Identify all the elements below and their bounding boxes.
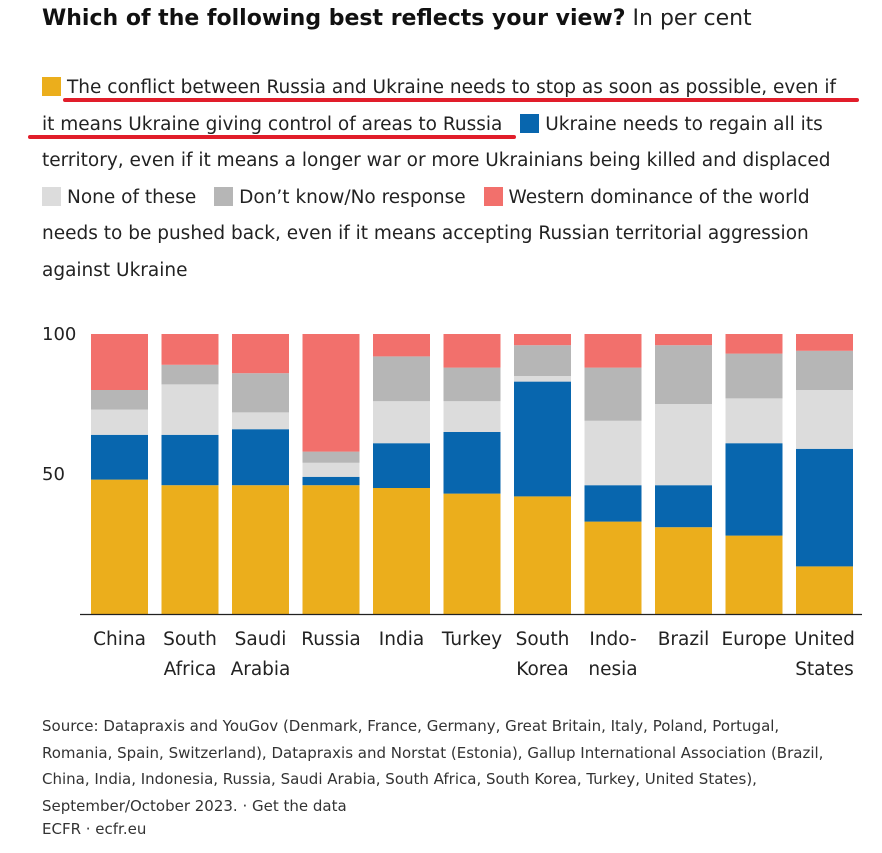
bar-segment-russia-s4 xyxy=(302,334,360,452)
bar-segment-china-s4 xyxy=(91,334,148,390)
bar-segment-europe-s3 xyxy=(725,353,783,399)
bar-segment-united-states-s3 xyxy=(796,350,853,390)
bar-segment-saudi-arabia-s3 xyxy=(232,373,289,413)
legend-swatch-stop-conflict xyxy=(42,77,61,96)
bar-segment-india-s4 xyxy=(373,334,430,357)
bar-segment-brazil-s4 xyxy=(655,334,712,346)
y-tick-label: 50 xyxy=(42,464,65,485)
bar-segment-brazil-s2 xyxy=(655,404,712,486)
bar-segment-turkey-s2 xyxy=(443,401,501,432)
bar-segment-brazil-s0 xyxy=(655,527,712,614)
chart-title: Which of the following best reflects you… xyxy=(42,6,626,31)
bar-segment-russia-s1 xyxy=(302,476,360,486)
bar-segment-brazil-s3 xyxy=(655,345,712,404)
bar-segment-turkey-s0 xyxy=(443,493,501,614)
bar-segment-united-states-s1 xyxy=(796,448,853,567)
bar-segment-india-s3 xyxy=(373,356,430,402)
bar-segment-south-africa-s2 xyxy=(161,384,219,435)
x-tick-label: United xyxy=(794,629,855,650)
bar-segment-south-africa-s0 xyxy=(161,485,219,614)
bar-segment-china-s2 xyxy=(91,409,148,435)
bar-segment-europe-s2 xyxy=(725,398,783,444)
x-tick-label: Brazil xyxy=(658,629,710,650)
legend-label-none: None of these xyxy=(67,186,197,208)
annotation-underline-1 xyxy=(63,98,859,102)
bar-segment-china-s3 xyxy=(91,390,148,410)
bar-segment-india-s1 xyxy=(373,443,430,488)
x-tick-label: Russia xyxy=(301,629,361,650)
bar-segment-indo-nesia-s1 xyxy=(584,485,642,522)
bar-segment-south-korea-s4 xyxy=(514,334,571,346)
bar-segment-russia-s0 xyxy=(302,485,360,614)
legend-swatch-dont-know xyxy=(214,186,234,206)
x-tick-label: States xyxy=(795,659,854,680)
bar-segment-south-korea-s1 xyxy=(514,381,571,497)
bar-segment-south-africa-s3 xyxy=(161,364,219,385)
legend-swatch-none xyxy=(42,186,61,206)
legend-item-none: None of these xyxy=(42,186,197,208)
bar-segment-china-s1 xyxy=(91,434,148,480)
legend-item-western-dominance: Western dominance of the world needs to … xyxy=(42,186,810,281)
bar-segment-saudi-arabia-s0 xyxy=(232,485,289,614)
bar-segment-south-korea-s0 xyxy=(514,496,571,614)
source-note: Source: Datapraxis and YouGov (Denmark, … xyxy=(42,717,824,815)
bar-segment-europe-s0 xyxy=(725,535,783,614)
x-tick-label: nesia xyxy=(588,659,637,680)
legend-swatch-western-dominance xyxy=(483,186,503,206)
legend-item-stop-conflict: The conflict between Russia and Ukraine … xyxy=(42,77,836,135)
legend-label-regain-territory: Ukraine needs to regain all its territor… xyxy=(42,113,831,172)
x-tick-label: Saudi xyxy=(235,629,287,650)
legend-label-western-dominance: Western dominance of the world needs to … xyxy=(42,186,810,281)
x-tick-label: Turkey xyxy=(441,629,502,650)
x-tick-label: China xyxy=(93,629,146,650)
y-tick-label: 100 xyxy=(42,324,76,345)
bar-segment-brazil-s1 xyxy=(655,485,712,528)
x-tick-label: South xyxy=(516,629,570,650)
bar-segment-indo-nesia-s0 xyxy=(584,521,642,614)
bar-segment-russia-s3 xyxy=(302,451,360,463)
bar-segment-indo-nesia-s2 xyxy=(584,420,642,486)
x-tick-label: South xyxy=(163,629,217,650)
legend-item-regain-territory: Ukraine needs to regain all its territor… xyxy=(42,113,831,172)
bar-segment-united-states-s2 xyxy=(796,390,853,449)
bar-segment-turkey-s3 xyxy=(443,367,501,402)
x-tick-label: Europe xyxy=(721,629,786,650)
bar-segment-turkey-s4 xyxy=(443,334,501,368)
bar-segment-europe-s4 xyxy=(725,334,783,354)
bar-segment-south-korea-s2 xyxy=(514,376,571,382)
legend: The conflict between Russia and Ukraine … xyxy=(42,70,842,289)
bar-segment-europe-s1 xyxy=(725,443,783,536)
bar-segment-russia-s2 xyxy=(302,462,360,477)
bar-segment-turkey-s1 xyxy=(443,432,501,494)
legend-swatch-regain-territory xyxy=(520,113,540,133)
bar-segment-south-africa-s1 xyxy=(161,434,219,486)
credit: ECFR · ecfr.eu xyxy=(42,820,147,838)
x-tick-label: Arabia xyxy=(231,659,291,680)
x-tick-label: Korea xyxy=(516,659,568,680)
bar-segment-indo-nesia-s4 xyxy=(584,334,642,368)
stacked-bar-chart: 100 50 China South Africa Saudi Arabia Russia In… xyxy=(42,324,862,680)
x-tick-label: Indo- xyxy=(589,629,636,650)
bar-segment-indo-nesia-s3 xyxy=(584,367,642,421)
bar-segment-united-states-s0 xyxy=(796,566,853,614)
bar-segment-united-states-s4 xyxy=(796,334,853,351)
legend-item-dont-know: Don’t know/No response xyxy=(202,186,466,208)
legend-label-stop-conflict: The conflict between Russia and Ukraine … xyxy=(42,77,836,135)
legend-label-dont-know: Don’t know/No response xyxy=(239,186,466,208)
x-tick-label: Africa xyxy=(164,659,217,680)
bar-segment-saudi-arabia-s1 xyxy=(232,429,289,486)
bar-segment-china-s0 xyxy=(91,479,148,614)
annotation-underline-2 xyxy=(28,135,516,139)
bar-segment-south-korea-s3 xyxy=(514,345,571,376)
bar-segment-saudi-arabia-s4 xyxy=(232,334,289,374)
bar-segment-india-s0 xyxy=(373,488,430,614)
bar-segment-south-africa-s4 xyxy=(161,334,219,365)
chart-unit: In per cent xyxy=(632,6,752,31)
bar-segment-saudi-arabia-s2 xyxy=(232,412,289,430)
bar-segment-india-s2 xyxy=(373,401,430,444)
chart-title-line: Which of the following best reflects you… xyxy=(42,6,752,31)
x-tick-label: India xyxy=(379,629,424,650)
